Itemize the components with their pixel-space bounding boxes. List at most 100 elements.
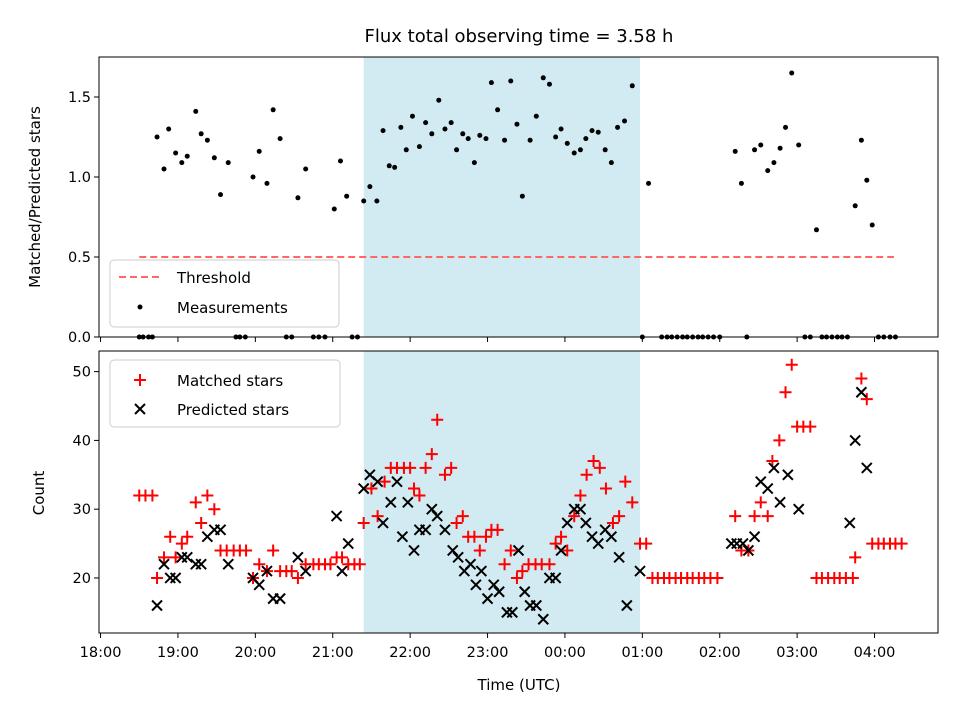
measurement-point [303,166,309,172]
predicted-point [762,482,774,495]
matched-point [599,482,612,495]
matched-point [253,558,266,571]
top-y-tick-label: 1.5 [68,90,91,106]
measurement-point [161,166,167,172]
matched-point [208,503,221,516]
measurement-point [436,97,442,103]
legend-predicted-label: Predicted stars [177,401,289,419]
matched-point [748,510,761,523]
predicted-point [605,530,618,543]
measurement-point [813,227,819,233]
predicted-point [613,551,625,564]
measurement-point [771,160,777,166]
predicted-point [782,469,794,481]
predicted-point [357,482,370,495]
matched-point [378,475,391,488]
measurement-point [295,195,301,201]
predicted-point [506,606,519,619]
bottom-legend: Matched stars Predicted stars [109,359,341,428]
matched-point [353,558,366,571]
legend-threshold-label: Threshold [176,269,251,287]
matched-point [450,516,463,529]
predicted-point [419,524,432,536]
measurement-point [204,137,210,143]
matched-point [419,461,432,474]
predicted-point [580,517,592,529]
matched-point [413,489,426,502]
matched-point [479,530,492,543]
predicted-point [725,537,738,550]
measurement-point [179,160,185,166]
top-y-axis-label: Matched/Predicted stars [26,106,44,288]
matched-point [425,448,438,461]
bottom-panel-frame [98,350,939,634]
measurement-point [615,124,621,130]
measurement-point [361,198,367,204]
predicted-point [274,592,286,605]
matched-point [189,496,202,509]
top-panel: 0.0 0.5 1.0 1.5 [68,56,939,346]
measurement-point [331,206,337,212]
measurement-point [374,198,380,204]
predicted-point [742,544,755,557]
predicted-point [592,537,604,550]
bottom-legend-box [109,359,341,428]
matched-point [729,510,742,523]
x-tick-label: 03:00 [776,645,818,661]
x-axis-label: Time (UTC) [477,676,561,694]
measurement-point [256,148,262,154]
x-tick-label: 00:00 [544,645,586,661]
predicted-point [748,530,761,543]
top-y-tick-label: 0.5 [68,250,91,266]
measurement-point [502,137,508,143]
legend-predicted-marker [134,403,146,415]
predicted-point [549,572,562,584]
predicted-point [774,496,786,509]
x-tick-label: 22:00 [389,645,431,661]
measurement-point [558,126,564,132]
measurement-point [864,177,870,183]
measurement-point [337,158,343,164]
matched-point [408,482,421,495]
measurement-point [429,131,435,137]
matched-point [169,551,182,564]
predicted-point [371,475,384,488]
predicted-point [452,551,464,564]
measurement-point [589,128,595,134]
x-tick-label: 20:00 [234,645,276,661]
matched-point [371,510,384,523]
x-tick-label: 02:00 [699,645,741,661]
predicted-point [768,462,780,474]
measurement-point [732,148,738,154]
measurement-point [367,184,373,190]
matched-point [568,510,581,523]
bottom-y-tick-label: 20 [73,571,91,587]
measurement-point [571,150,577,156]
top-y-tick-label: 0.0 [68,330,91,346]
measurement-point [527,137,533,143]
measurement-point [277,136,283,142]
measurement-point [495,107,501,113]
measurement-point [540,75,546,81]
predicted-point [475,565,488,577]
x-tick-label: 21:00 [312,645,354,661]
predicted-point [621,599,633,612]
predicted-point [169,572,182,584]
predicted-point [190,558,202,570]
predicted-point [426,503,438,515]
matched-point [860,393,873,406]
x-tick-label: 01:00 [621,645,663,661]
legend-measurements-label: Measurements [177,299,288,317]
measurement-point [386,163,392,169]
matched-point [365,482,378,495]
measurement-point [564,140,570,146]
top-y-tick-label: 1.0 [68,170,91,186]
matched-point [580,468,593,481]
measurement-point [777,145,783,151]
matched-point [445,461,458,474]
measurement-point [508,78,514,84]
matched-point [357,516,370,529]
measurement-point [211,155,217,161]
predicted-point [518,586,531,598]
measurement-point [738,180,744,186]
